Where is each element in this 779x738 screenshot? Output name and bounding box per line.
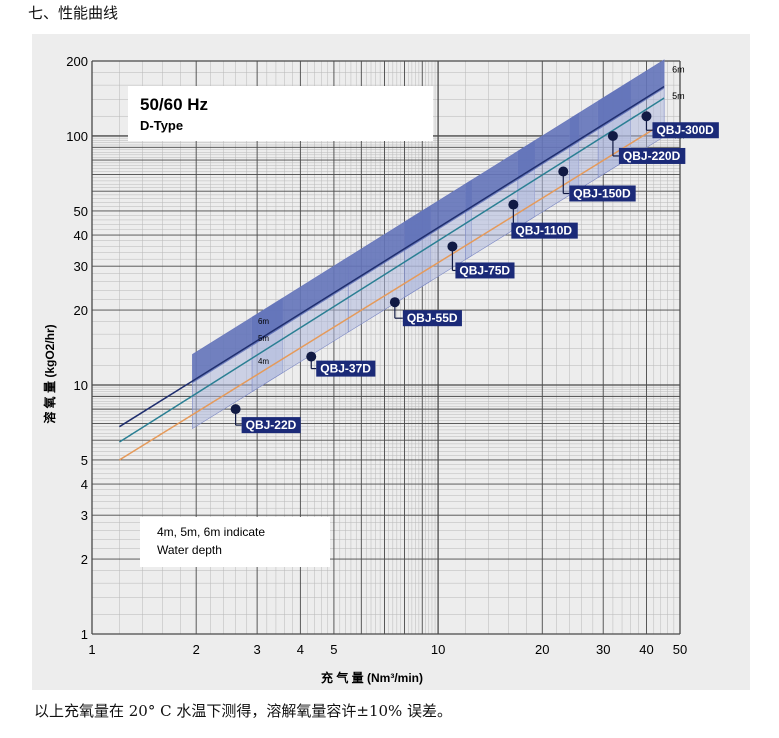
section-heading: 七、性能曲线 [28, 4, 119, 22]
model-label-box [316, 360, 376, 377]
depth-label-inline-4m: 4m [258, 357, 269, 366]
model-range-band-dark [517, 113, 579, 181]
model-range-band-dark [465, 140, 535, 213]
y-tick-label: 1 [81, 627, 88, 642]
chart-subtitle: D-Type [140, 118, 183, 133]
depth-line-4m [119, 122, 665, 461]
depth-lines: 6m6m5m5m4m4m [119, 64, 685, 461]
depth-line-5m [119, 97, 665, 443]
model-label-box [652, 122, 719, 139]
model-range-band-dark [252, 257, 349, 347]
title-box [128, 86, 433, 141]
model-label: QBJ-75D [459, 263, 510, 277]
model-range-band-dark [598, 59, 665, 130]
x-axis-label: 充 气 量 (Nm³/min) [321, 670, 423, 685]
y-tick-label: 100 [66, 129, 88, 144]
y-tick-label: 20 [74, 303, 88, 318]
y-tick-label: 2 [81, 552, 88, 567]
model-label: QBJ-110D [515, 224, 572, 238]
chart-title: 50/60 Hz [140, 95, 208, 114]
y-tick-label: 4 [81, 477, 88, 492]
depth-label-inline-6m: 6m [258, 317, 269, 326]
y-tick-label: 200 [66, 54, 88, 69]
depth-line-6m [119, 85, 665, 428]
depth-label-inline-5m: 5m [258, 334, 269, 343]
note-box [140, 517, 330, 567]
depth-label-6m: 6m [672, 64, 685, 74]
x-tick-label: 40 [639, 642, 653, 657]
model-points: QBJ-22D QBJ-37D QBJ-55D QBJ-75D QBJ-110D QBJ-… [230, 111, 719, 434]
note-line-2: Water depth [157, 543, 222, 557]
x-tick-label: 4 [297, 642, 304, 657]
model-label: QBJ-55D [407, 311, 458, 325]
y-tick-label: 10 [74, 378, 88, 393]
y-tick-label: 30 [74, 259, 88, 274]
depth-label-5m: 5m [672, 91, 685, 101]
model-label-box [569, 185, 636, 202]
model-range-band-dark [404, 180, 472, 251]
model-label-box [618, 147, 686, 164]
x-tick-label: 1 [88, 642, 95, 657]
y-tick-label: 3 [81, 508, 88, 523]
model-label-box [402, 310, 462, 327]
note-line-1: 4m, 5m, 6m indicate [157, 525, 265, 539]
model-label: QBJ-300D [656, 123, 714, 137]
x-tick-label: 3 [254, 642, 261, 657]
model-label-box [511, 222, 578, 239]
performance-chart: 6m6m5m5m4m4m QBJ-22DQBJ-37DQBJ-55DQBJ-75… [32, 34, 750, 690]
model-label-box [241, 417, 301, 434]
y-axis-label: 溶 氧 量 (kgO2/hr) [42, 324, 57, 423]
y-tick-label: 50 [74, 204, 88, 219]
model-label-box [455, 262, 515, 279]
model-point [607, 130, 618, 141]
y-tick-label: 40 [74, 228, 88, 243]
x-tick-label: 10 [431, 642, 445, 657]
footnote: 以上充氧量在 20° C 水温下测得，溶解氧量容许±10% 误差。 [34, 702, 453, 720]
model-label: QBJ-22D [246, 418, 297, 432]
x-tick-label: 30 [596, 642, 610, 657]
x-tick-label: 2 [193, 642, 200, 657]
model-label: QBJ-150D [573, 186, 631, 200]
y-tick-label: 5 [81, 453, 88, 468]
model-label: QBJ-37D [320, 362, 371, 376]
axis-ticks: 1 2 3 4 5 10 20 30 40 50 1 2 3 4 5 10 20 30 40 50 100 200 [66, 54, 687, 657]
x-tick-label: 5 [330, 642, 337, 657]
x-tick-label: 20 [535, 642, 549, 657]
x-tick-label: 50 [673, 642, 687, 657]
model-label: QBJ-220D [623, 149, 681, 163]
